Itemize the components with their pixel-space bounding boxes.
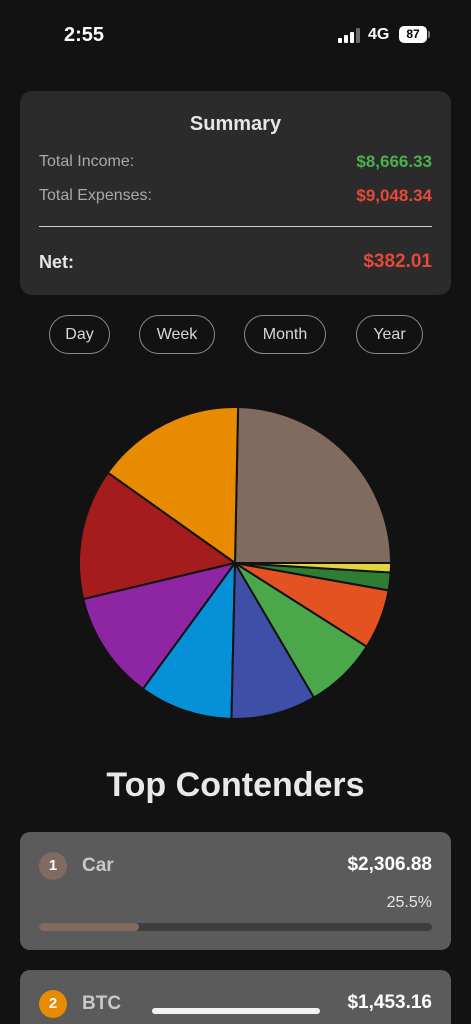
status-time: 2:55	[64, 24, 105, 46]
pie-slice-5[interactable]	[141, 562, 236, 720]
rank-badge: 2	[39, 990, 67, 1018]
total-expenses-label: Total Expenses:	[39, 187, 152, 204]
pie-slice-6[interactable]	[230, 562, 315, 720]
contender-amount: $2,306.88	[347, 854, 432, 875]
signal-icon	[338, 28, 360, 43]
status-bar: 2:55 4G 87	[0, 0, 471, 70]
total-expenses-value: $9,048.34	[356, 186, 432, 205]
period-year-button[interactable]: Year	[356, 315, 423, 354]
progress-track	[39, 923, 432, 931]
period-day-button[interactable]: Day	[49, 315, 110, 354]
contender-percent: 25.5%	[386, 894, 432, 911]
battery-icon: 87	[399, 26, 427, 43]
top-contenders-title: Top Contenders	[106, 766, 365, 804]
summary-card: Summary Total Income: $8,666.33 Total Ex…	[20, 91, 451, 295]
net-value: $382.01	[363, 251, 432, 272]
home-indicator[interactable]	[152, 1008, 320, 1014]
progress-fill	[39, 923, 140, 931]
pie-slice-2[interactable]	[106, 406, 240, 564]
period-month-button[interactable]: Month	[244, 315, 326, 354]
pie-slice-3[interactable]	[78, 471, 236, 601]
total-income-label: Total Income:	[39, 153, 135, 170]
net-label: Net:	[39, 252, 74, 272]
total-income-value: $8,666.33	[356, 152, 432, 171]
pie-slice-1[interactable]	[234, 406, 392, 564]
contender-card-btc[interactable]: 2 BTC $1,453.16	[20, 970, 451, 1024]
network-type: 4G	[368, 26, 390, 43]
rank-badge: 1	[39, 852, 67, 880]
contender-name: Car	[82, 855, 114, 876]
pie-slice-4[interactable]	[82, 562, 236, 690]
expense-pie-chart[interactable]	[60, 388, 410, 738]
period-week-button[interactable]: Week	[139, 315, 215, 354]
pie-slice-10[interactable]	[234, 562, 393, 574]
summary-divider	[39, 226, 432, 227]
summary-title: Summary	[189, 113, 282, 135]
contender-name: BTC	[82, 993, 122, 1014]
battery-tip	[428, 31, 430, 38]
contender-amount: $1,453.16	[347, 992, 432, 1013]
contender-card-car[interactable]: 1 Car $2,306.88 25.5%	[20, 832, 451, 950]
